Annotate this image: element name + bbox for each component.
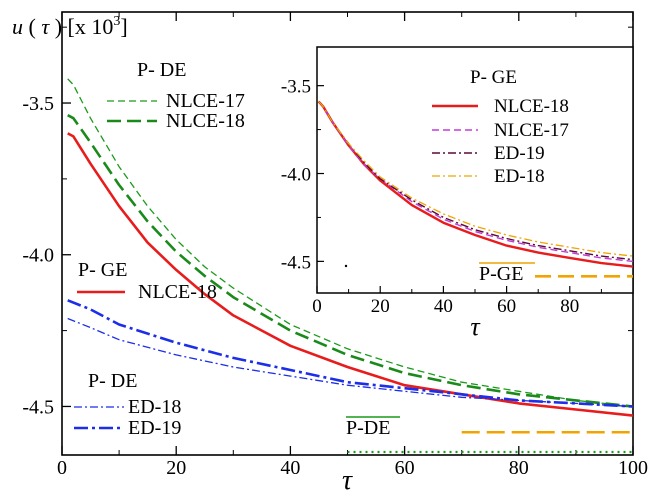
- inset-x-tick-label: 80: [560, 296, 579, 317]
- main-x-axis-label: τ: [342, 465, 353, 495]
- inset-marker-dot: [344, 264, 348, 268]
- inset-reference-label: P-GE: [479, 263, 523, 285]
- inset-x-tick-label: 0: [312, 296, 322, 317]
- inset-series-line: [318, 101, 633, 263]
- main-series-line: [67, 299, 633, 408]
- inset-x-axis-label: τ: [470, 312, 481, 341]
- inset-series-group: [317, 100, 633, 278]
- inset-legend-label: NLCE-17: [494, 120, 569, 141]
- legend-label: NLCE-17: [166, 90, 245, 112]
- inset-series-line: [317, 100, 633, 268]
- legend-label: ED-18: [128, 396, 181, 418]
- legend-label: NLCE-18: [138, 281, 217, 303]
- main-y-tick-label: -3.5: [22, 93, 54, 115]
- inset-x-tick-label: 60: [497, 296, 516, 317]
- legend-header: P- DE: [88, 370, 137, 392]
- main-series-group: [67, 78, 633, 454]
- main-reference-label: P-DE: [346, 417, 390, 439]
- inset-y-tick-label: -4.0: [281, 165, 311, 186]
- inset-legend-label: ED-19: [494, 143, 545, 164]
- inset-series-line: [318, 101, 633, 261]
- inset-x-tick-label: 20: [371, 296, 390, 317]
- legend-header: P- DE: [137, 59, 186, 81]
- inset-x-tick-label: 40: [434, 296, 453, 317]
- main-x-tick-label: 20: [166, 457, 186, 479]
- legend-header: P- GE: [78, 259, 127, 281]
- inset-legend-label: NLCE-18: [494, 96, 569, 117]
- main-series-line: [67, 114, 633, 408]
- main-y-tick-label: -4.0: [22, 245, 54, 267]
- main-x-tick-label: 60: [395, 457, 415, 479]
- inset-y-tick-label: -3.5: [281, 77, 311, 98]
- inset-legend-label: ED-18: [494, 166, 545, 187]
- main-series-line: [67, 78, 633, 408]
- main-x-tick-label: 80: [509, 457, 529, 479]
- main-series-line: [67, 132, 633, 417]
- main-series-line: [67, 317, 633, 408]
- inset-y-tick-label: -4.5: [281, 252, 311, 273]
- main-y-axis-label: u ( τ ) [x 103]: [12, 14, 128, 39]
- legend-label: NLCE-18: [166, 110, 245, 132]
- legend-label: ED-19: [128, 417, 181, 439]
- inset-legend-header: P- GE: [470, 67, 517, 88]
- main-x-tick-label: 0: [57, 457, 67, 479]
- main-y-tick-label: -4.5: [22, 396, 54, 418]
- main-x-tick-label: 40: [280, 457, 300, 479]
- main-x-tick-label: 100: [618, 457, 648, 479]
